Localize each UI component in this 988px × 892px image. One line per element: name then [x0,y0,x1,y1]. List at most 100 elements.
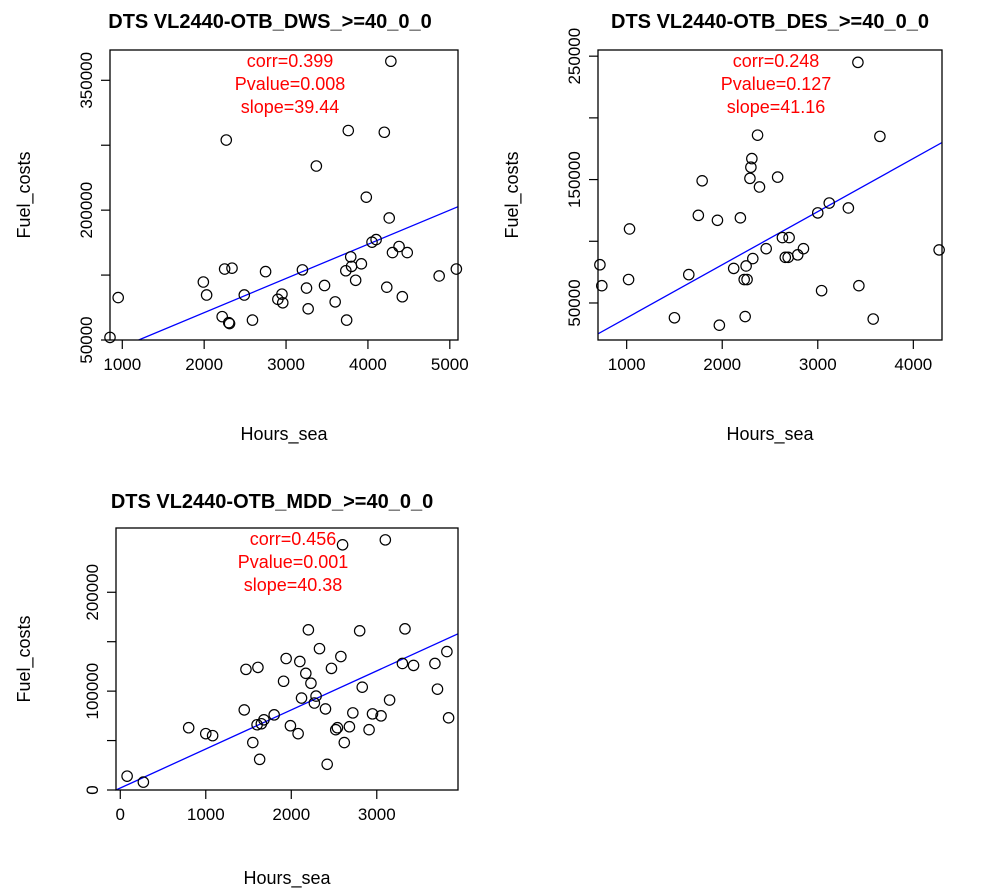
data-point [874,130,886,143]
data-point [355,258,368,270]
data-point [933,244,945,256]
data-point [295,692,308,704]
data-point [842,202,855,214]
data-point [741,273,753,286]
data-point [713,319,726,331]
data-point [218,263,231,275]
data-point [401,246,414,259]
x-tick-label: 4000 [349,355,387,374]
x-tick-label: 2000 [272,805,310,824]
data-point [744,172,756,185]
stat-annotation: Pvalue=0.127 [721,74,832,94]
data-point [852,56,864,69]
data-point [366,708,379,720]
data-point [137,776,150,788]
data-point [771,171,784,183]
y-tick-label: 200000 [77,182,96,239]
x-tick-label: 1000 [608,355,646,374]
data-point [450,263,463,275]
regression-line [598,141,942,335]
x-tick-label: 1000 [187,805,225,824]
data-point [284,719,297,732]
data-point [238,289,251,301]
y-tick-label: 50000 [77,316,96,363]
y-tick-label: 250000 [565,28,584,85]
x-axis-label: Hours_sea [243,868,331,889]
data-point [745,161,757,174]
data-point [363,723,375,736]
data-point [302,624,315,636]
data-point [433,270,445,282]
data-point [380,281,393,293]
data-point [112,291,124,304]
data-point [791,249,804,261]
data-point [360,191,373,203]
data-point [751,129,764,141]
y-tick-label: 150000 [565,151,584,208]
data-point [246,314,259,326]
data-point [823,197,836,209]
data-point [182,721,195,734]
regression-line [116,633,458,790]
data-point [276,296,289,309]
data-point [252,661,264,674]
data-point [226,262,238,274]
data-point [338,736,351,749]
data-point [222,316,235,329]
chart-panel-3: DTS VL2440-OTB_MDD_>=40_0_0 0 1000 2000 3000… [14,491,459,889]
data-point [393,240,405,253]
data-point [240,663,252,676]
plot-frame [597,49,943,341]
data-point [386,246,399,259]
data-point [739,310,751,323]
data-point [305,677,317,690]
stat-annotation: Pvalue=0.001 [238,552,349,572]
data-point [385,55,397,68]
data-point [760,242,772,255]
data-point [746,152,758,165]
data-point [383,694,396,706]
data-point [294,655,306,668]
data-point [682,268,695,281]
data-point [399,623,411,635]
data-point [797,242,810,255]
data-point [300,282,313,294]
stat-annotation: slope=40.38 [244,575,343,595]
stat-annotation: corr=0.456 [250,529,337,549]
x-tick-label: 1000 [103,355,141,374]
data-point [396,290,409,303]
data-point [776,231,789,244]
data-point [396,657,409,670]
data-point [738,273,750,286]
data-point [300,667,312,680]
y-tick-label: 0 [83,785,102,794]
data-point [623,223,636,235]
x-axis-label: Hours_sea [726,424,814,445]
data-point [247,736,259,749]
data-point [378,126,391,139]
y-tick-label: 350000 [77,52,96,109]
data-point [441,645,453,658]
data-point [329,723,342,736]
data-point [310,160,323,172]
data-point [727,262,740,275]
data-point [292,727,304,740]
data-point [259,265,272,278]
data-point [340,314,353,326]
stat-annotation: Pvalue=0.008 [235,74,346,94]
data-point [253,753,266,766]
data-point [258,714,270,726]
data-point [711,214,724,227]
data-point [200,289,213,301]
data-point [277,675,290,688]
plot-frame [115,527,459,791]
y-tick-label: 200000 [83,564,102,621]
data-point [336,539,349,551]
data-point [734,212,747,224]
data-point [383,212,396,224]
data-point [753,181,766,193]
data-point [223,317,236,330]
data-point [353,625,366,637]
data-point [329,296,341,308]
